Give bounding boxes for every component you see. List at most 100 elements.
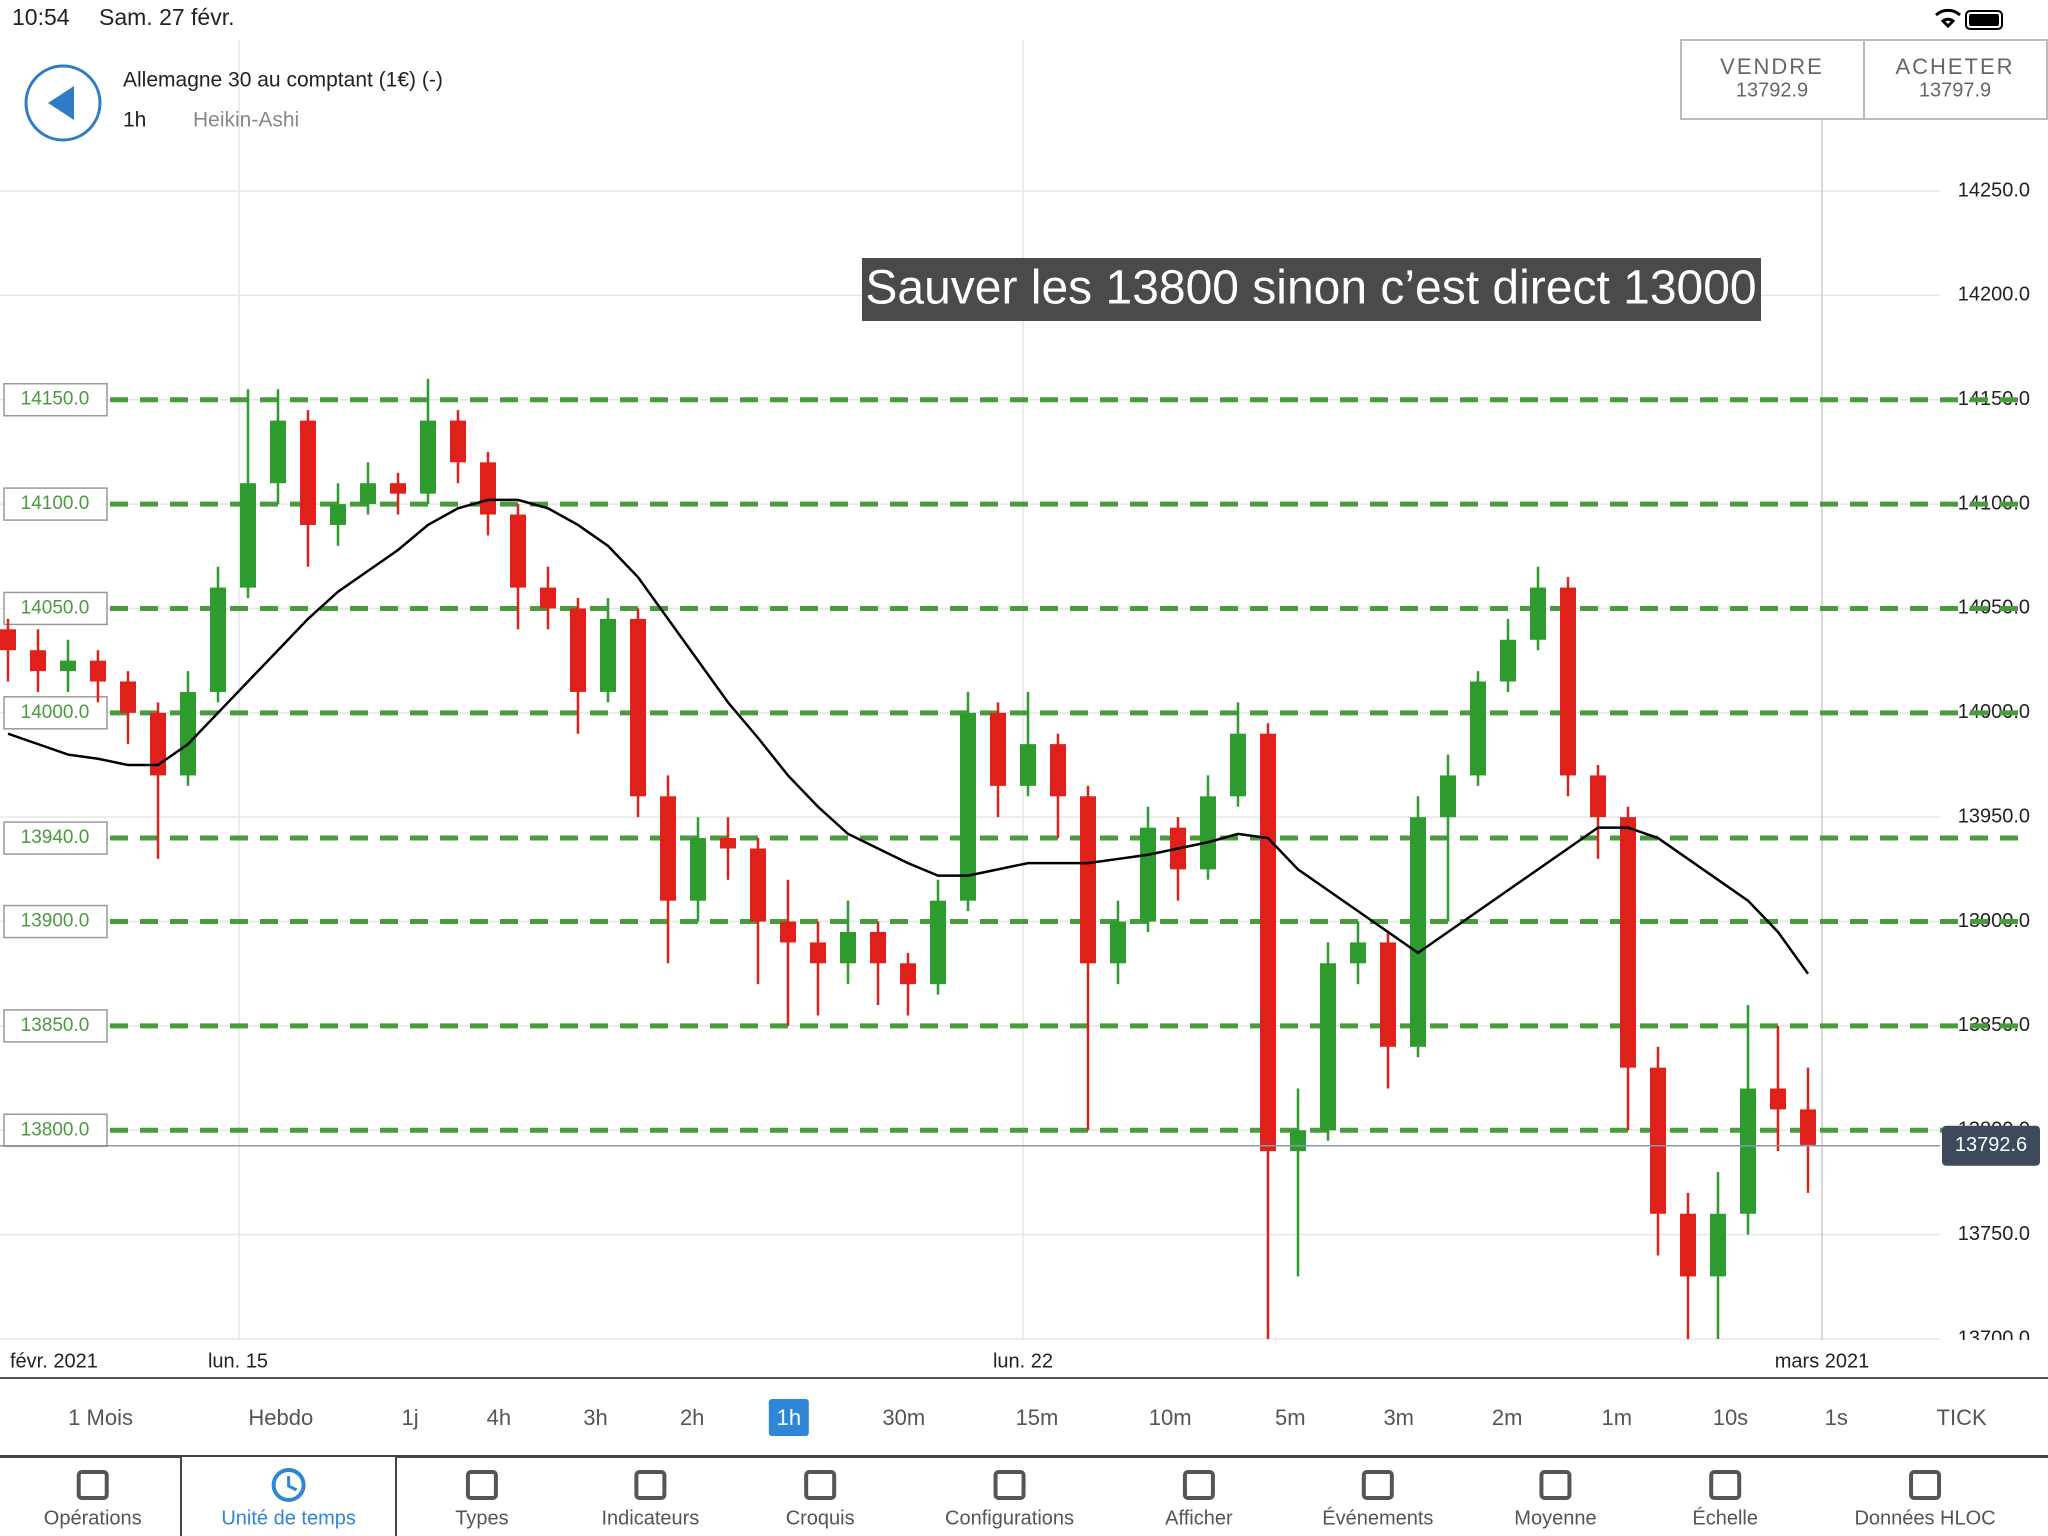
quote-button[interactable]	[1680, 39, 1865, 120]
candle-body	[1530, 587, 1546, 640]
timeframe-option[interactable]: 1h	[777, 1405, 801, 1430]
timeframe-option[interactable]: 1 Mois	[68, 1405, 133, 1430]
x-axis-label: lun. 22	[993, 1350, 1053, 1372]
candle-body	[1290, 1130, 1306, 1152]
x-axis-label: févr. 2021	[10, 1350, 98, 1372]
timeframe-option[interactable]: 1m	[1602, 1405, 1633, 1430]
timeframe-option[interactable]: 3m	[1383, 1405, 1414, 1430]
timeframe-option[interactable]: Hebdo	[248, 1405, 313, 1430]
tool-label[interactable]: Croquis	[786, 1507, 855, 1529]
y-tick-label: 14000.0	[1958, 701, 2030, 723]
candle-body	[1020, 744, 1036, 786]
candle-body	[1590, 775, 1606, 818]
level-label-box	[3, 382, 108, 417]
tool-label[interactable]: Indicateurs	[601, 1507, 699, 1529]
candle-body	[120, 681, 136, 713]
back-arrow	[48, 86, 74, 120]
y-tick-label: 13950.0	[1958, 805, 2030, 827]
candle-body	[1260, 733, 1276, 1152]
y-tick-label: 14100.0	[1958, 492, 2030, 514]
tool-icon	[271, 1468, 306, 1502]
timeframe-option[interactable]: 15m	[1016, 1405, 1059, 1430]
timeframe-option[interactable]: 5m	[1275, 1405, 1306, 1430]
level-label-box	[3, 1113, 108, 1148]
candle-body	[1500, 639, 1516, 682]
level-label-box	[3, 591, 108, 626]
level-label-box	[3, 696, 108, 730]
y-tick-label: 13850.0	[1958, 1014, 2030, 1036]
battery-level	[1969, 14, 1999, 26]
levels: 14150.0 14100.0 14050.0 14000.0 13940.0 13900…	[3, 382, 2030, 1148]
tool-label[interactable]: Échelle	[1692, 1506, 1758, 1529]
candle-body	[1800, 1109, 1816, 1145]
level-label: 13940.0	[21, 827, 90, 848]
y-tick-label: 14150.0	[1958, 388, 2030, 410]
level-label: 14100.0	[21, 493, 90, 514]
candle-body	[600, 618, 616, 692]
tool-label[interactable]: Moyenne	[1514, 1507, 1596, 1529]
candle-body	[360, 483, 376, 505]
candle-body	[420, 420, 436, 494]
candle-body	[1710, 1213, 1726, 1277]
timeframe-option[interactable]: 2h	[680, 1405, 704, 1430]
timeframe-option[interactable]: 10s	[1713, 1405, 1748, 1430]
quote-label: ACHETER	[1895, 54, 2014, 79]
tool-label[interactable]: Événements	[1322, 1506, 1433, 1529]
candle-body	[840, 931, 856, 964]
tool-icon	[1361, 1470, 1394, 1500]
level-label: 13850.0	[21, 1015, 90, 1036]
timeframe-option[interactable]: 3h	[583, 1405, 607, 1430]
level-label: 13800.0	[21, 1119, 90, 1140]
candle-body	[1740, 1088, 1756, 1214]
current-price-label: 13792.6	[1955, 1134, 2027, 1156]
y-tick-label: 14250.0	[1958, 179, 2030, 201]
current-price-box	[1942, 1125, 2040, 1166]
candle-body	[510, 514, 526, 588]
header-chart-type: Heikin-Ashi	[193, 109, 299, 132]
tool-label[interactable]: Données HLOC	[1854, 1507, 1995, 1529]
candle-body	[240, 483, 256, 588]
candle-body	[150, 712, 166, 776]
level-label-box	[3, 821, 108, 855]
level-label-box	[3, 1009, 108, 1043]
tool-label[interactable]: Opérations	[44, 1507, 142, 1529]
tool-label[interactable]: Unité de temps	[221, 1507, 356, 1529]
candle-body	[330, 504, 346, 525]
candle-body	[810, 942, 826, 964]
timeframe-option[interactable]: 2m	[1492, 1405, 1523, 1430]
candle-body	[1440, 775, 1456, 818]
timeframe-option[interactable]: 1s	[1825, 1405, 1848, 1430]
timeframe-option[interactable]: 30m	[882, 1405, 925, 1430]
candle-body	[1380, 942, 1396, 1047]
candle-body	[750, 848, 766, 922]
x-axis-label: lun. 15	[208, 1350, 268, 1372]
candle-body	[270, 420, 286, 484]
battery	[1965, 10, 2003, 30]
candle-body	[1770, 1088, 1786, 1110]
tool-label[interactable]: Configurations	[945, 1507, 1074, 1529]
quote-price: 13797.9	[1919, 79, 1991, 101]
tool-icon	[634, 1470, 667, 1500]
tool-icon	[804, 1470, 837, 1500]
timeframe-option[interactable]: 10m	[1149, 1405, 1192, 1430]
header-timeframe: 1h	[123, 109, 146, 132]
timeframe-option[interactable]: 4h	[487, 1405, 511, 1430]
candle-body	[1140, 827, 1156, 922]
tool-icon	[1709, 1470, 1742, 1500]
tool-icon	[465, 1470, 498, 1500]
selected-tab	[0, 1456, 2048, 1536]
candle-body	[450, 420, 466, 463]
quote-button[interactable]	[1863, 39, 2048, 120]
tool-label[interactable]: Afficher	[1165, 1507, 1233, 1529]
timeframe-option[interactable]: TICK	[1937, 1405, 1987, 1430]
tool-icon	[1539, 1470, 1572, 1500]
timeframe-option[interactable]: 1j	[402, 1405, 419, 1430]
candle-body	[1080, 796, 1096, 964]
moving-average	[7, 498, 1810, 975]
candle-body	[990, 712, 1006, 786]
tool-label[interactable]: Types	[455, 1507, 508, 1529]
status-date: Sam. 27 févr.	[99, 4, 235, 30]
candle-body	[1110, 921, 1126, 964]
candle-body	[570, 608, 586, 692]
